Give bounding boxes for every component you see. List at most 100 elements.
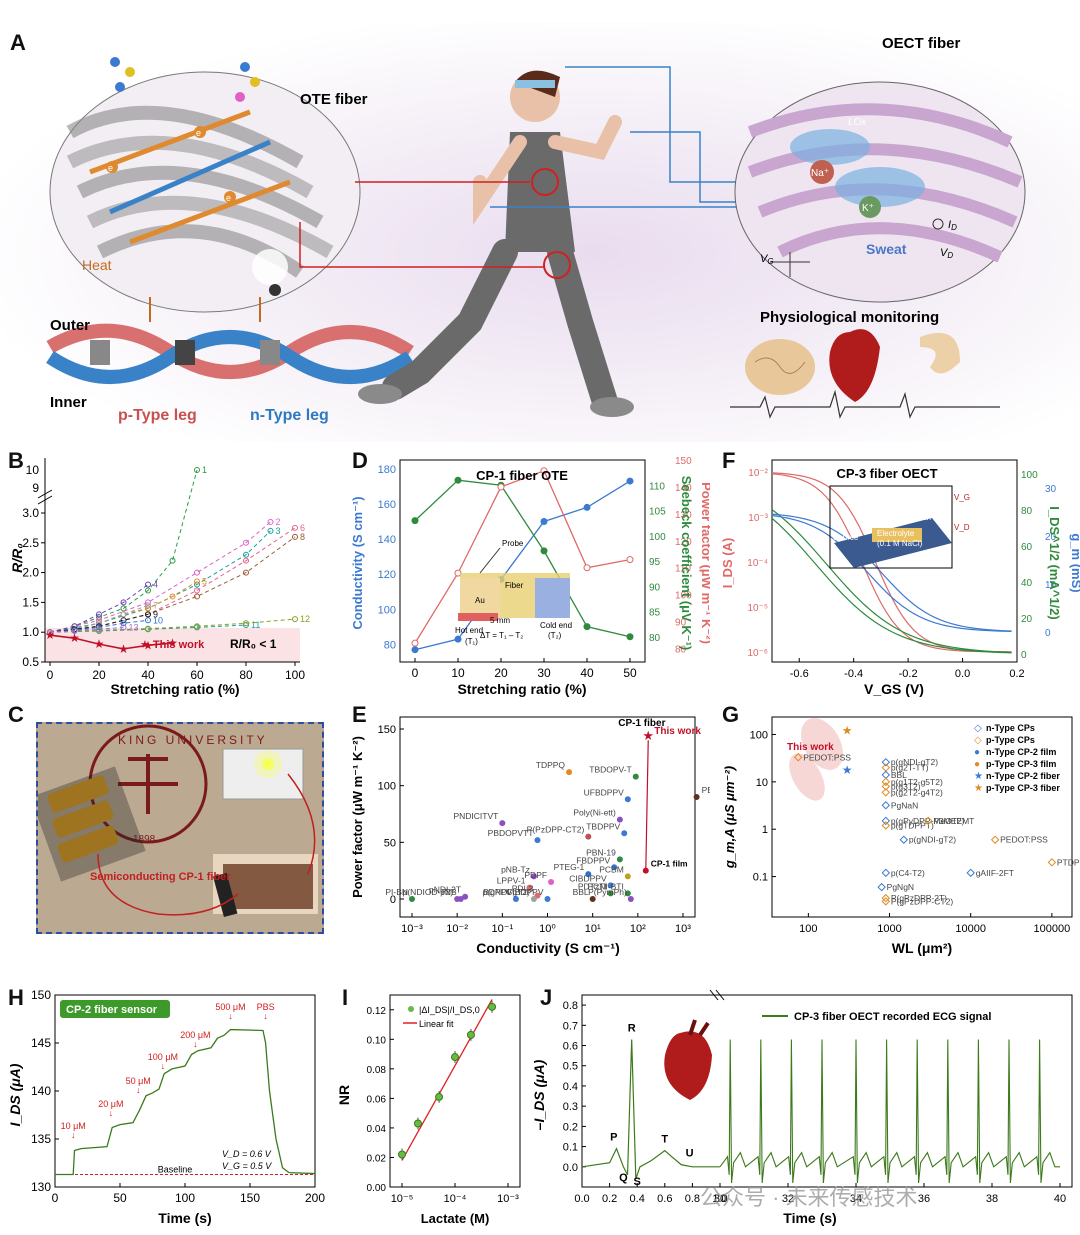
data-point-label: BBL [573, 887, 589, 897]
data-point-label: Poly(Ni-ett) [573, 808, 616, 818]
y-tick-label-right-2: 10 [1045, 580, 1057, 591]
x-tick-label: 60 [190, 668, 204, 682]
y-tick-label: 2.5 [22, 536, 39, 550]
data-point-label: PI-BN [385, 887, 408, 897]
arrow-icon: ↓ [161, 1061, 166, 1071]
data-point [512, 896, 519, 902]
data-point [71, 628, 78, 635]
x-tick-label: 40 [141, 668, 155, 682]
data-point [462, 893, 469, 900]
brain-icon [745, 339, 815, 395]
ote-fiber-label: OTE fiber [300, 91, 368, 108]
x-tick-label: 10⁻² [446, 923, 468, 935]
panel-letter-j: J [540, 985, 553, 1010]
x-tick-label: 80 [239, 668, 253, 682]
data-point [624, 890, 631, 897]
series-label: 8 [300, 532, 305, 542]
y-tick-label-right-2: 20 [1045, 532, 1057, 543]
y-tick-label: 10 [756, 777, 768, 789]
y-axis-label: –I_DS (μA) [531, 1059, 547, 1130]
data-point-label: P(PzDPP-CT2) [527, 825, 585, 835]
y-tick-label: 2.0 [22, 566, 39, 580]
wave-label-u: U [686, 1148, 694, 1160]
y-tick-label: 0.0 [563, 1162, 578, 1174]
connector-line [630, 131, 760, 203]
legend-marker: ◇ [974, 735, 982, 746]
concentration-label: 100 μM [148, 1052, 178, 1062]
data-point [488, 1002, 497, 1011]
y-axis-label: I_DS (μA) [7, 1063, 23, 1126]
inset-label: (T₁) [465, 637, 478, 646]
axis-break [37, 495, 53, 505]
data-point-label: PBFDO [702, 785, 710, 795]
axis-break [709, 989, 719, 1001]
concentration-label: PBS [257, 1002, 275, 1012]
y-tick-label-right-2: 130 [675, 510, 692, 521]
data-point [540, 547, 548, 555]
x-tick-label: 10⁻³ [497, 1193, 519, 1205]
inset-label: Source [833, 533, 859, 542]
x-tick-label: 0 [52, 1191, 59, 1205]
x-tick-label: 100 [175, 1191, 195, 1205]
trend-arrow [645, 740, 649, 871]
x-tick-label: 0.2 [602, 1193, 617, 1205]
sweat-label: Sweat [866, 241, 907, 257]
series-line-1 [414, 479, 631, 638]
y-tick-label-right-2: 150 [675, 456, 692, 467]
y-tick-label-right-1: 80 [1021, 506, 1033, 517]
y-tick-label: 0.1 [753, 872, 768, 884]
inset-label: V_G [954, 493, 970, 502]
data-point [243, 620, 249, 627]
x-axis-label: Lactate (M) [421, 1211, 490, 1226]
data-point-label: p(g3T2) [891, 781, 921, 791]
chart-title: CP-2 fiber sensor [66, 1004, 158, 1016]
data-point [120, 617, 127, 624]
data-point-label: PEDOT:PSS [1000, 835, 1048, 845]
highlight-region [801, 718, 843, 770]
wire [97, 853, 239, 916]
concentration-label: 50 μM [126, 1076, 151, 1086]
data-point [626, 556, 634, 564]
data-point [194, 569, 200, 576]
chart-j: 0.0 0.2 0.4 0.6 0.8 1.030 32 34 36 38 40 0.0 0.1 0.2 0… [531, 989, 1073, 1226]
chart-title: CP-3 fiber OECT [836, 466, 937, 481]
legend-label: Linear fit [419, 1019, 454, 1029]
series-line-2 [414, 469, 631, 644]
y-tick-label-right-1: 85 [649, 608, 661, 619]
data-point [120, 611, 127, 618]
y-tick-label: 0.4 [563, 1081, 578, 1093]
x-tick-label: 10¹ [585, 923, 601, 935]
y-tick-label-right-2: 110 [675, 564, 691, 575]
x-tick-label: 40 [1054, 1193, 1066, 1205]
panel-letter-g: G [722, 702, 740, 727]
y-tick-label-right-2: 30 [1045, 484, 1057, 495]
molecule-icon [110, 57, 260, 102]
data-point [626, 477, 634, 485]
data-point [526, 884, 533, 891]
outer-label: Outer [50, 317, 90, 334]
watermark: 公众号 · 未来传感技术 [700, 1185, 918, 1210]
data-point [194, 578, 200, 585]
y-tick-label: 1.0 [22, 625, 39, 639]
data-point [534, 837, 541, 844]
data-point [194, 587, 200, 594]
data-point [616, 856, 623, 863]
data-point: ★ [118, 642, 129, 656]
condition-label: V_G = 0.5 V [222, 1161, 272, 1171]
legend-marker: ★ [974, 783, 983, 794]
y-tick-label-right-2: 90 [675, 618, 687, 629]
data-point [626, 633, 634, 641]
data-point-label: CIBDPPV [506, 887, 544, 897]
y-axis-label: R/R₀ [9, 543, 25, 573]
series-label: 6 [300, 523, 305, 533]
y-tick-label-left: 10⁻³ [748, 513, 768, 524]
inset-label: Electrolyte [877, 529, 915, 538]
panel-a-svg: OTE fiber Heat e e e Outer Inner p-Type … [46, 35, 1026, 424]
data-point [881, 868, 891, 878]
series-line-gm [771, 514, 1012, 633]
y-tick-label: 10 [26, 463, 40, 477]
connector-line [565, 66, 760, 183]
x-tick-label: 30 [714, 1193, 726, 1205]
